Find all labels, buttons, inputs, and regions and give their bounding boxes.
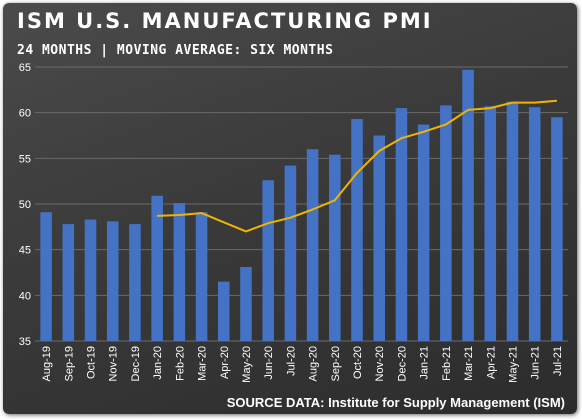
bar-Jan-20 (151, 195, 163, 341)
bar-Dec-20 (395, 108, 408, 341)
x-tick-Jun-21: Jun-21 (530, 346, 542, 380)
y-tick-35: 35 (19, 336, 31, 348)
bar-Mar-21 (462, 69, 474, 342)
x-tick-Sep-20: Sep-20 (330, 346, 342, 381)
bar-Apr-21 (484, 106, 497, 341)
chart-subtitle: 24 MONTHS | MOVING AVERAGE: SIX MONTHS (17, 43, 334, 58)
y-tick-65: 65 (19, 62, 31, 74)
bar-series (40, 69, 563, 342)
grid-lines (35, 66, 568, 342)
bar-Jul-21 (551, 117, 563, 341)
bar-Nov-19 (106, 221, 119, 341)
bar-Jan-21 (417, 124, 430, 341)
bar-May-20 (240, 267, 252, 341)
bar-Feb-20 (173, 203, 186, 341)
bar-Aug-20 (306, 149, 319, 341)
y-tick-60: 60 (19, 108, 31, 120)
x-tick-Aug-20: Aug-20 (308, 346, 320, 381)
y-axis-ticks: 35 40 45 50 55 60 65 (19, 62, 31, 348)
source-note: SOURCE DATA: Institute for Supply Manage… (226, 395, 565, 410)
x-tick-Nov-19: Nov-19 (108, 346, 120, 381)
x-tick-Mar-20: Mar-20 (197, 346, 209, 381)
x-tick-Mar-21: Mar-21 (463, 346, 475, 381)
pmi-chart: 35 40 45 50 55 60 65 Aug-19 Sep-19 Oct-19 Nov-19 D… (19, 62, 568, 383)
chart-title: ISM U.S. MANUFACTURING PMI (17, 9, 433, 33)
bar-Aug-19 (40, 212, 52, 341)
x-tick-May-20: May-20 (241, 346, 253, 383)
moving-average-line (157, 99, 557, 233)
y-tick-55: 55 (19, 153, 31, 165)
bar-Jun-20 (262, 180, 274, 341)
bar-Feb-21 (440, 105, 452, 341)
bar-Oct-19 (84, 219, 97, 341)
x-tick-Apr-21: Apr-21 (485, 346, 497, 379)
moving-average-series (157, 99, 557, 233)
bar-Mar-20 (195, 212, 208, 341)
x-tick-Apr-20: Apr-20 (219, 346, 231, 379)
x-tick-Aug-19: Aug-19 (41, 346, 53, 381)
y-tick-50: 50 (19, 199, 31, 211)
bar-Jul-20 (284, 165, 297, 341)
x-tick-Feb-20: Feb-20 (174, 346, 186, 381)
bar-Sep-20 (329, 154, 341, 341)
x-tick-Jan-21: Jan-21 (419, 346, 431, 380)
bar-Oct-20 (351, 119, 363, 341)
x-tick-Jan-20: Jan-20 (152, 346, 164, 380)
bar-Nov-20 (373, 135, 386, 341)
chart-card: ISM U.S. MANUFACTURING PMI 24 MONTHS | M… (3, 3, 577, 414)
bar-Jun-21 (528, 107, 541, 341)
x-tick-Sep-19: Sep-19 (63, 346, 75, 381)
bar-Apr-20 (217, 281, 230, 341)
x-tick-Feb-21: Feb-21 (441, 346, 453, 381)
bar-Dec-19 (129, 224, 141, 341)
x-tick-Jul-21: Jul-21 (552, 346, 564, 376)
x-tick-Dec-19: Dec-19 (130, 346, 142, 381)
x-tick-Jun-20: Jun-20 (263, 346, 275, 380)
bar-May-21 (506, 101, 519, 341)
x-tick-Dec-20: Dec-20 (396, 346, 408, 381)
x-tick-Nov-20: Nov-20 (374, 346, 386, 381)
bar-Sep-19 (62, 224, 75, 341)
y-tick-45: 45 (19, 245, 31, 257)
x-tick-Oct-20: Oct-20 (352, 346, 364, 379)
x-tick-Jul-20: Jul-20 (285, 346, 297, 376)
x-tick-May-21: May-21 (507, 346, 519, 383)
x-axis-ticks: Aug-19 Sep-19 Oct-19 Nov-19 Dec-19 Jan-20 Feb-… (41, 346, 564, 383)
x-tick-Oct-19: Oct-19 (86, 346, 98, 379)
y-tick-40: 40 (19, 290, 31, 302)
